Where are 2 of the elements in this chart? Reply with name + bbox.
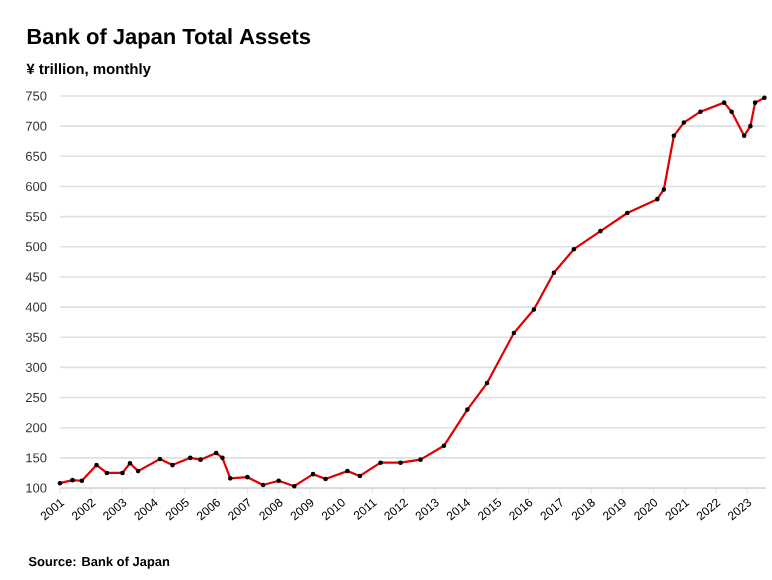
line-series [57,95,767,489]
chart-title: Bank of Japan Total Assets [27,28,311,49]
